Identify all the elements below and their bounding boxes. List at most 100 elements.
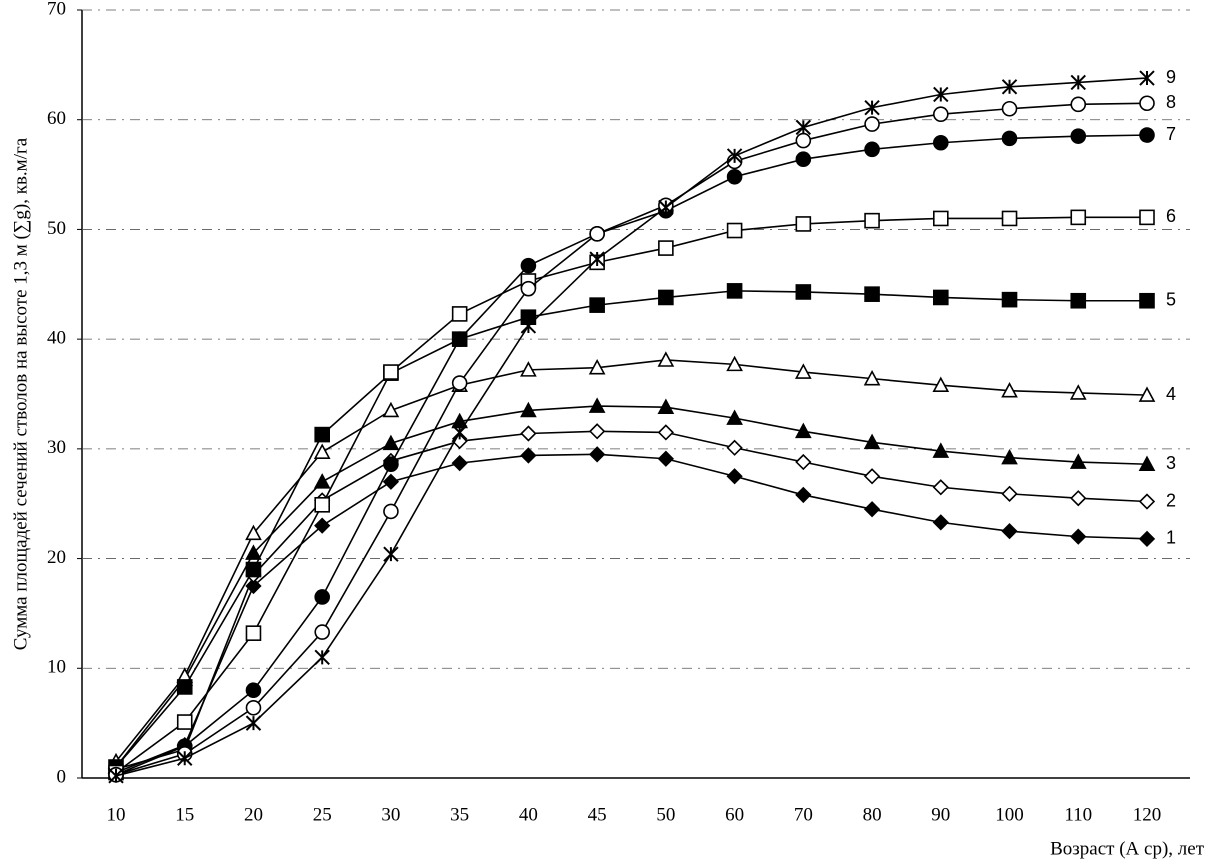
marker [1070,528,1087,545]
series-label: 1 [1166,528,1176,548]
marker [1069,384,1087,400]
marker [1001,382,1018,398]
series-label: 6 [1166,206,1176,226]
y-tick-label: 20 [47,547,66,568]
marker [383,364,399,380]
marker [589,446,606,463]
y-tick-label: 70 [47,0,66,19]
marker [1070,96,1087,113]
marker [1070,292,1087,309]
marker [176,679,193,695]
marker [383,546,399,562]
series-label: 4 [1166,384,1176,404]
marker [726,168,743,185]
y-tick-label: 40 [47,328,66,349]
marker [520,280,537,297]
marker [1139,70,1155,86]
y-tick-label: 50 [47,218,66,239]
marker [1139,127,1155,143]
series-label: 5 [1166,289,1176,309]
marker [1001,130,1018,147]
series-line [115,430,1148,770]
marker [658,240,674,256]
y-tick-label: 30 [47,437,66,458]
marker [382,401,400,418]
marker [864,286,880,302]
x-tick-label: 25 [313,804,332,825]
marker [932,479,949,496]
x-tick-label: 70 [794,804,813,825]
marker [932,134,949,151]
marker [863,433,881,450]
series-line [115,77,1148,777]
marker [657,450,674,467]
marker [451,454,468,472]
series-line [115,134,1148,776]
marker [245,682,262,699]
marker [795,216,812,232]
marker [864,212,880,229]
marker [863,468,881,485]
marker [1069,453,1087,469]
marker [1070,490,1087,507]
marker [795,486,812,504]
marker [451,306,468,322]
marker [864,116,880,132]
marker [1139,209,1155,226]
marker [932,210,949,227]
marker [726,355,743,372]
marker [726,222,743,239]
marker [245,561,262,578]
x-axis-title: Возраст (А ср), лет [1050,838,1205,859]
marker [726,439,743,456]
marker [1070,209,1087,226]
series-line [115,102,1148,776]
marker [313,473,331,489]
x-tick-label: 90 [931,804,950,825]
marker [795,151,812,168]
marker [383,456,399,473]
marker [863,501,881,518]
marker [589,226,605,242]
x-tick-label: 80 [863,804,882,825]
x-tick-label: 45 [588,804,607,825]
marker [1001,485,1018,502]
marker [657,398,675,414]
marker [1139,292,1155,309]
marker [794,363,812,379]
marker [726,468,743,485]
x-tick-label: 15 [175,804,194,825]
marker [726,148,743,164]
y-axis-title: Сумма площадей сечений стволов на высоте… [10,137,31,650]
marker [314,426,331,443]
marker [1001,100,1018,117]
marker [1138,530,1156,547]
marker [863,369,881,386]
marker [451,375,468,391]
marker [245,524,262,541]
series-line [115,453,1148,774]
series-line [115,216,1147,774]
marker [657,351,675,367]
marker [932,442,950,458]
marker [795,132,812,149]
marker [726,409,743,425]
x-tick-label: 10 [107,804,126,825]
marker [1070,128,1087,144]
marker [657,424,674,441]
series-line [115,359,1148,763]
marker [383,503,399,520]
marker [726,283,743,299]
x-tick-label: 40 [519,804,538,825]
marker [245,699,262,716]
marker [795,119,812,136]
marker [1001,523,1018,540]
marker [588,358,606,375]
series-label: 2 [1166,490,1176,510]
marker [1001,210,1018,227]
marker [1001,291,1018,308]
marker [794,422,812,439]
marker [932,376,950,393]
marker [313,443,331,459]
marker [589,297,605,313]
